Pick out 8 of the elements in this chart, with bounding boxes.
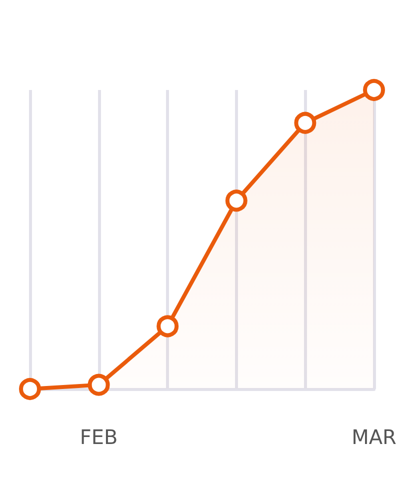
point: [363, 79, 385, 101]
point: [156, 315, 179, 338]
point: [88, 374, 110, 396]
point: [225, 190, 248, 212]
point: [294, 112, 316, 134]
x-tick-label: FEB: [80, 425, 118, 449]
x-tick-label: MAR: [352, 425, 397, 449]
point: [19, 378, 41, 400]
